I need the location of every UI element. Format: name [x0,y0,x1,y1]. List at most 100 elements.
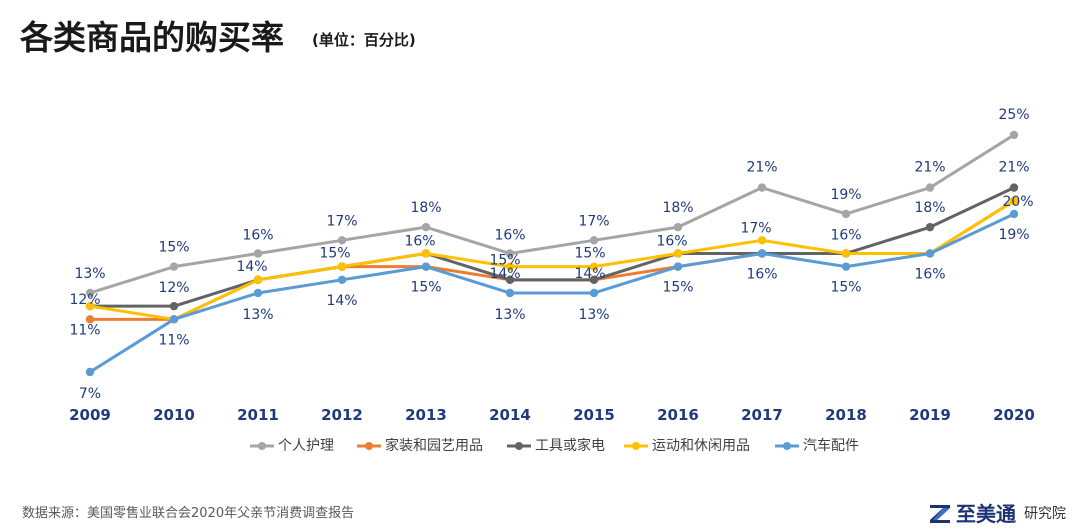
data-point [169,315,179,324]
data-point [1009,209,1019,219]
chart-subtitle: (单位：百分比) [312,31,416,49]
data-point [589,236,599,245]
series-4 [85,196,1019,324]
legend-swatch-icon [775,442,799,450]
data-point [421,262,431,271]
data-point [253,288,263,298]
data-point [253,275,263,285]
legend-item-tools-appliances: 工具或家电 [507,436,605,456]
data-label: 13% [494,307,525,323]
x-tick-label: 2010 [153,406,195,424]
data-point [421,249,431,258]
series-line [88,199,1016,321]
series-3 [85,183,1019,311]
data-label: 13% [578,307,609,323]
data-point [757,249,767,258]
series-line [88,199,1016,321]
data-label: 17% [740,220,771,236]
data-point [169,315,179,324]
data-point [757,249,767,258]
data-label: 14% [489,266,520,282]
data-label: 15% [830,280,861,296]
data-point [253,275,263,285]
legend-item-sports-leisure: 运动和休闲用品 [624,436,750,456]
data-point [925,249,935,258]
x-tick-label: 2015 [573,406,615,424]
data-point [1009,130,1019,140]
legend-item-auto-accessories: 汽车配件 [775,436,859,456]
x-tick-label: 2013 [405,406,447,424]
data-label: 19% [830,187,861,203]
x-tick-label: 2017 [741,406,783,424]
legend-label: 家装和园艺用品 [385,438,483,454]
legend-label: 个人护理 [278,438,334,454]
data-point [253,249,263,258]
data-point [421,262,431,271]
data-label: 15% [410,280,441,296]
data-point [253,275,263,285]
data-label: 25% [998,107,1029,123]
chart-title: 各类商品的购买率 [20,18,284,57]
data-point [925,222,935,232]
legend: 个人护理 家装和园艺用品 工具或家电 运动和休闲用品 汽车配件 [0,436,1080,456]
x-tick-label: 2020 [993,406,1035,424]
data-point [925,183,935,192]
data-label: 13% [74,266,105,282]
data-point [673,222,683,232]
series-line [88,186,1016,308]
series-2 [85,196,1019,324]
data-point [841,209,851,219]
x-axis: 2009 2010 2011 2012 2013 2014 2015 2016 2017 2018… [69,406,1035,424]
x-tick-label: 2014 [489,406,531,424]
data-label: 16% [830,227,861,243]
data-point [85,367,95,377]
legend-label: 运动和休闲用品 [652,438,750,454]
data-label: 16% [656,233,687,249]
data-labels: 13%12%11%7%15%12%11%16%14%13%17%15%14%18… [69,107,1033,402]
data-label: 16% [494,227,525,243]
data-label: 15% [574,246,605,262]
data-point [337,262,347,271]
data-label: 17% [326,213,357,229]
data-label: 11% [158,332,189,348]
data-point [421,222,431,232]
data-point [337,275,347,285]
brand-logo: 至美通 研究院 [928,502,1066,526]
data-point [169,315,179,324]
data-point [505,288,515,298]
data-point [673,262,683,271]
data-label: 17% [578,213,609,229]
data-label: 19% [998,227,1029,243]
data-point [85,315,95,324]
data-label: 7% [79,386,101,402]
x-tick-label: 2012 [321,406,363,424]
data-point [589,288,599,298]
legend-swatch-icon [250,442,274,450]
data-label: 15% [319,246,350,262]
data-label: 15% [158,240,189,256]
data-label: 18% [410,200,441,216]
data-point [337,262,347,271]
data-label: 15% [662,280,693,296]
data-point [757,183,767,192]
series-line [88,133,1016,295]
data-label: 16% [242,227,273,243]
data-point [673,249,683,258]
data-point [841,249,851,258]
x-tick-label: 2016 [657,406,699,424]
data-label: 14% [326,293,357,309]
data-label: 18% [914,200,945,216]
data-point [589,275,599,285]
data-point [505,275,515,285]
x-tick-label: 2009 [69,406,111,424]
data-point [841,262,851,271]
zmt-logo-icon [930,505,950,523]
data-point [589,262,599,271]
data-point [85,301,95,311]
data-label: 14% [574,266,605,282]
data-point [169,301,179,311]
data-label: 16% [404,233,435,249]
data-point [841,249,851,258]
brand-name: 至美通 [956,502,1016,526]
legend-item-home-garden: 家装和园艺用品 [357,436,483,456]
